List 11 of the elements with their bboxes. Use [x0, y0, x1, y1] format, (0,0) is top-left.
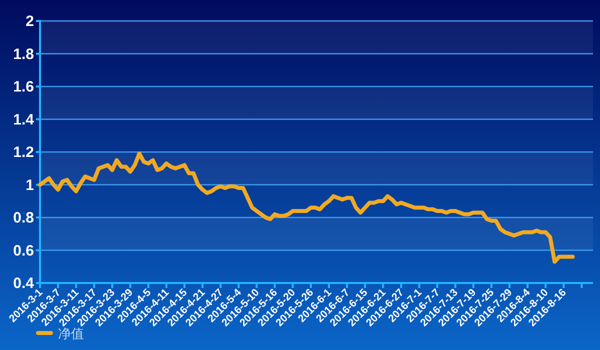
y-tick-label: 0.6 — [13, 242, 34, 260]
y-tick-label: 2 — [26, 13, 34, 30]
legend-label: 净值 — [58, 326, 84, 341]
y-tick-label: 0.8 — [13, 210, 34, 226]
y-tick-label: 1.8 — [13, 46, 34, 63]
y-tick-label: 0.4 — [13, 275, 35, 292]
y-tick-label: 1.6 — [13, 78, 34, 96]
y-tick-label: 1.2 — [13, 144, 34, 161]
y-tick-label: 1.4 — [13, 111, 35, 128]
line-series — [38, 152, 575, 264]
y-tick-label: 1 — [26, 176, 34, 194]
